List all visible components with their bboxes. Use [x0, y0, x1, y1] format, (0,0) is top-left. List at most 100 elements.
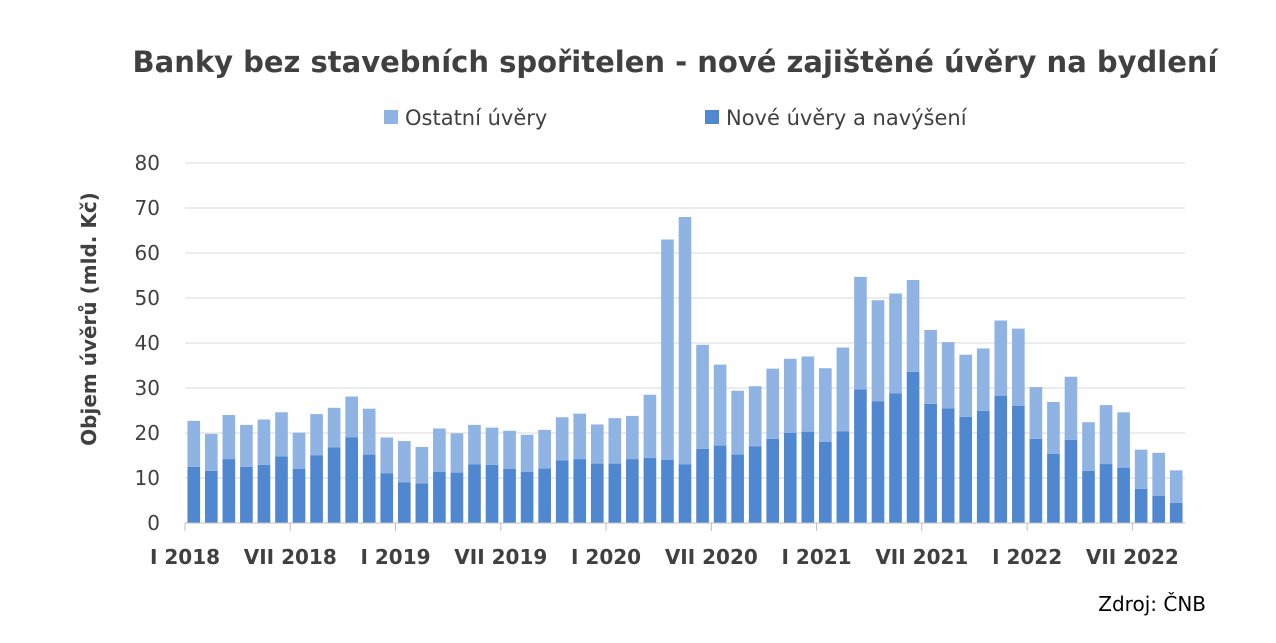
bar-ostatni-7 — [310, 414, 323, 456]
y-tick-label-50: 50 — [135, 286, 160, 310]
bar-nove-42 — [924, 403, 937, 523]
bar-nove-2 — [222, 459, 236, 523]
bar-ostatni-21 — [555, 417, 569, 461]
y-tick-label-0: 0 — [147, 511, 160, 535]
bar-nove-7 — [310, 455, 323, 523]
bar-ostatni-45 — [976, 348, 990, 411]
bar-ostatni-40 — [889, 293, 902, 394]
bar-ostatni-49 — [1047, 401, 1060, 454]
bar-nove-48 — [1029, 438, 1043, 523]
bar-ostatni-15 — [450, 433, 464, 473]
bar-ostatni-25 — [626, 415, 639, 460]
bar-nove-55 — [1152, 496, 1165, 523]
y-axis-ticks: 0 10 20 30 40 50 60 70 80 — [135, 151, 160, 535]
bar-nove-41 — [906, 371, 920, 523]
bar-ostatni-28 — [678, 217, 692, 465]
bar-nove-52 — [1099, 464, 1113, 523]
x-tick-label-5: VII 2020 — [665, 545, 758, 569]
bar-nove-36 — [819, 442, 832, 523]
legend-label-ostatni: Ostatní úvěry — [405, 106, 547, 130]
bar-ostatni-19 — [520, 434, 534, 472]
bar-nove-32 — [748, 446, 762, 523]
bars — [187, 217, 1183, 523]
x-axis-ticks: I 2018 VII 2018 I 2019 VII 2019 I 2020 VII 20… — [150, 523, 1179, 569]
bar-nove-53 — [1117, 467, 1130, 523]
bar-nove-23 — [590, 463, 604, 523]
bar-nove-35 — [801, 431, 815, 523]
bar-ostatni-32 — [748, 386, 762, 447]
bar-ostatni-33 — [766, 368, 780, 439]
y-tick-label-10: 10 — [135, 466, 160, 490]
bar-ostatni-30 — [713, 364, 727, 446]
bar-nove-45 — [976, 410, 990, 523]
bar-nove-22 — [573, 459, 587, 523]
y-tick-label-20: 20 — [135, 421, 160, 445]
bar-nove-10 — [362, 454, 376, 523]
bar-ostatni-56 — [1169, 470, 1183, 503]
legend-swatch-ostatni — [384, 110, 398, 124]
x-tick-label-3: VII 2019 — [454, 545, 547, 569]
bar-nove-40 — [889, 393, 902, 523]
bar-ostatni-14 — [433, 428, 446, 472]
bar-ostatni-26 — [643, 394, 657, 458]
bar-ostatni-35 — [801, 356, 815, 432]
bar-nove-20 — [538, 468, 551, 523]
bar-ostatni-34 — [783, 358, 797, 433]
bar-nove-11 — [380, 473, 394, 523]
bar-ostatni-39 — [871, 300, 885, 402]
bar-ostatni-52 — [1099, 405, 1113, 465]
x-tick-label-4: I 2020 — [571, 545, 641, 569]
bar-nove-21 — [555, 460, 569, 523]
bar-ostatni-31 — [731, 390, 744, 455]
y-tick-label-70: 70 — [135, 196, 160, 220]
bar-nove-12 — [397, 482, 411, 523]
bar-nove-30 — [713, 445, 727, 523]
x-tick-label-7: VII 2021 — [875, 545, 968, 569]
legend: Ostatní úvěry Nové úvěry a navýšení — [384, 106, 968, 130]
bar-nove-14 — [433, 471, 446, 523]
bar-ostatni-20 — [538, 429, 551, 469]
bar-ostatni-2 — [222, 415, 236, 460]
bar-nove-19 — [520, 471, 534, 523]
bar-nove-37 — [836, 431, 850, 523]
x-tick-label-9: VII 2022 — [1086, 545, 1179, 569]
legend-swatch-nove — [705, 110, 719, 124]
bar-nove-26 — [643, 457, 657, 523]
bar-ostatni-54 — [1134, 449, 1148, 489]
bar-ostatni-55 — [1152, 452, 1165, 496]
bar-ostatni-42 — [924, 329, 937, 404]
bar-nove-18 — [503, 469, 516, 523]
y-tick-label-30: 30 — [135, 376, 160, 400]
bar-ostatni-43 — [941, 342, 955, 409]
bar-ostatni-3 — [240, 424, 253, 467]
legend-entry-nove: Nové úvěry a navýšení — [705, 106, 968, 130]
bar-ostatni-12 — [397, 441, 411, 483]
bar-nove-9 — [345, 437, 358, 523]
bar-ostatni-27 — [661, 239, 674, 460]
bar-nove-17 — [485, 464, 499, 523]
bar-nove-25 — [626, 459, 639, 523]
bar-ostatni-48 — [1029, 387, 1043, 439]
x-tick-label-8: I 2022 — [992, 545, 1062, 569]
bar-ostatni-13 — [415, 446, 429, 484]
x-tick-label-2: I 2019 — [360, 545, 430, 569]
bar-ostatni-1 — [205, 433, 218, 471]
bar-ostatni-9 — [345, 396, 358, 438]
bar-nove-33 — [766, 438, 780, 523]
x-tick-label-1: VII 2018 — [244, 545, 337, 569]
bar-nove-51 — [1082, 470, 1095, 523]
bar-ostatni-51 — [1082, 422, 1095, 471]
bar-nove-38 — [854, 389, 867, 523]
bar-ostatni-41 — [906, 280, 920, 372]
bar-nove-43 — [941, 408, 955, 523]
source-note: Zdroj: ČNB — [1098, 592, 1206, 616]
bar-ostatni-8 — [327, 407, 341, 448]
bar-nove-44 — [959, 416, 973, 523]
bar-nove-28 — [678, 464, 692, 523]
bar-nove-8 — [327, 447, 341, 523]
legend-label-nove: Nové úvěry a navýšení — [726, 106, 968, 130]
bar-ostatni-22 — [573, 413, 587, 460]
bar-ostatni-5 — [275, 412, 288, 457]
bar-nove-39 — [871, 401, 885, 523]
